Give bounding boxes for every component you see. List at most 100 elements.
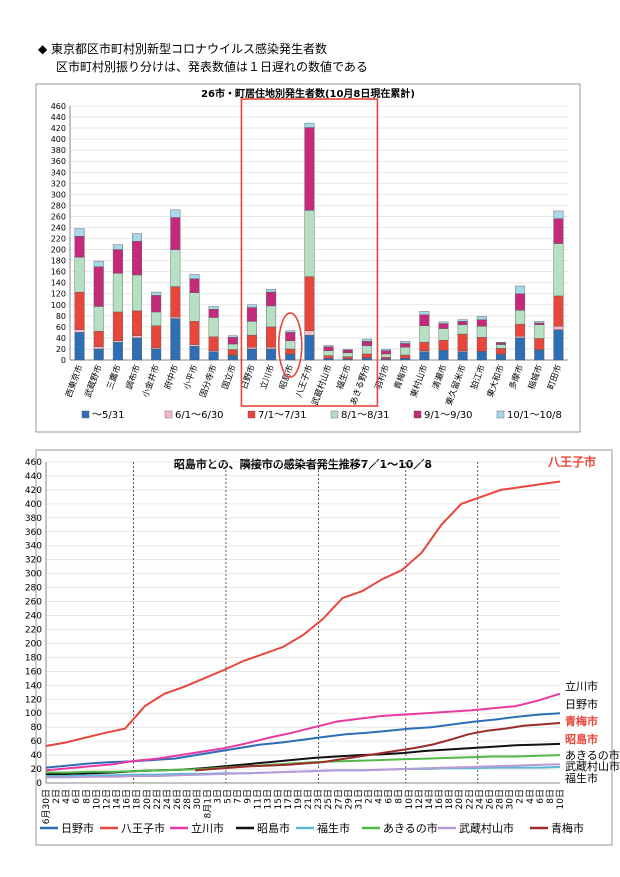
x-tick-label: 26日 xyxy=(172,789,183,809)
y-tick-label: 420 xyxy=(51,124,66,133)
y-tick-label: 260 xyxy=(25,598,42,608)
y-tick-label: 20 xyxy=(31,765,43,775)
y-tick-label: 340 xyxy=(25,542,42,552)
x-tick-label: 24日 xyxy=(162,789,173,809)
x-tick-label: 12日 xyxy=(101,789,112,809)
bar-segment xyxy=(132,233,143,242)
x-tick-label: 31日 xyxy=(353,789,364,809)
series-end-label: 昭島市 xyxy=(565,732,598,746)
y-tick-label: 20 xyxy=(56,345,66,354)
x-tick-label: 2日 xyxy=(51,789,62,804)
legend-swatch xyxy=(164,410,173,419)
y-tick-label: 160 xyxy=(51,268,66,277)
x-tick-label: 9日 xyxy=(243,789,254,804)
x-tick-label: 21日 xyxy=(303,789,314,809)
y-tick-label: 160 xyxy=(25,667,42,677)
y-tick-label: 440 xyxy=(51,113,66,122)
chart-frame xyxy=(35,83,581,433)
x-tick-label: 10日 xyxy=(555,789,566,809)
legend-label: あきるの市 xyxy=(383,821,438,835)
y-tick-label: 320 xyxy=(51,179,66,188)
x-tick-label: 13日 xyxy=(263,789,274,809)
legend-label: 昭島市 xyxy=(257,821,290,835)
y-tick-label: 220 xyxy=(51,235,66,244)
x-tick-label: 6月30日 xyxy=(41,789,52,824)
y-tick-label: 320 xyxy=(25,556,42,566)
x-tick-label: 8日 xyxy=(81,789,92,804)
x-tick-label: 11日 xyxy=(253,789,264,809)
x-tick-label: 23日 xyxy=(313,789,324,809)
x-tick-label: 10日 xyxy=(404,789,415,809)
x-tick-label: 4日 xyxy=(374,789,385,804)
y-tick-label: 80 xyxy=(56,312,66,321)
legend-label: 6/1～6/30 xyxy=(175,410,224,421)
x-tick-label: 17日 xyxy=(283,789,294,809)
chart-frame xyxy=(35,449,613,846)
bar-segment xyxy=(170,209,181,218)
series-end-label: あきるの市 xyxy=(565,748,620,762)
legend-label: 8/1～8/31 xyxy=(341,410,390,421)
legend-label: 八王子市 xyxy=(121,821,165,835)
bar-segment xyxy=(208,306,219,310)
x-tick-label: 22日 xyxy=(464,789,475,809)
x-tick-label: 4日 xyxy=(525,789,536,804)
x-tick-label: 15日 xyxy=(273,789,284,809)
y-tick-label: 240 xyxy=(51,223,66,232)
bar-segment xyxy=(246,304,257,308)
bar-segment xyxy=(515,285,526,294)
x-tick-label: 14日 xyxy=(112,789,123,809)
x-tick-label: 8日 xyxy=(545,789,556,804)
x-tick-label: 6日 xyxy=(384,789,395,804)
y-tick-label: 0 xyxy=(36,779,42,789)
y-tick-label: 400 xyxy=(51,135,66,144)
bar-segment xyxy=(112,244,123,250)
x-tick-label: 30日 xyxy=(505,789,516,809)
x-tick-label: 8月1日 xyxy=(202,789,213,818)
y-tick-label: 140 xyxy=(25,681,42,691)
x-tick-label: 26日 xyxy=(484,789,495,809)
x-tick-label: 3日 xyxy=(212,789,223,804)
series-line xyxy=(46,763,561,779)
bar-segment xyxy=(74,228,85,237)
y-tick-label: 180 xyxy=(25,653,42,663)
x-tick-label: 7日 xyxy=(232,789,243,804)
chart-title: 26市・町居住地別発生者数(10月8日現在累計) xyxy=(201,87,415,100)
x-tick-label: 30日 xyxy=(192,789,203,809)
y-tick-label: 100 xyxy=(51,301,66,310)
bar-segment xyxy=(438,321,449,324)
x-tick-label: 20日 xyxy=(142,789,153,809)
x-tick-label: 29日 xyxy=(343,789,354,809)
legend-swatch xyxy=(496,410,505,419)
chart-title: 昭島市との、隣接市の感染者発生推移7／1～10／8 xyxy=(174,457,432,471)
series-line xyxy=(45,692,561,772)
page-heading: ◆ 東京都区市町村別新型コロナウイルス感染発生者数 xyxy=(38,42,328,56)
y-tick-label: 80 xyxy=(31,723,43,733)
bar-segment xyxy=(419,311,430,315)
x-tick-label: 22日 xyxy=(152,789,163,809)
legend-label: 9/1～9/30 xyxy=(424,410,473,421)
bar-segment xyxy=(495,342,506,344)
series-end-label: 福生市 xyxy=(565,771,598,785)
y-tick-label: 40 xyxy=(31,751,43,761)
legend-swatch xyxy=(81,410,90,419)
x-tick-label: 6日 xyxy=(71,789,82,804)
bar-segment xyxy=(285,330,296,333)
y-tick-label: 340 xyxy=(51,168,66,177)
y-tick-label: 0 xyxy=(61,356,66,365)
stacked-bar-chart: 26市・町居住地別発生者数(10月8日現在累計) 0 20 40 60 80 100 120 1… xyxy=(35,83,581,433)
x-tick-label: 27日 xyxy=(333,789,344,809)
x-tick-label: 16日 xyxy=(434,789,445,809)
bar-segment xyxy=(151,291,162,296)
y-tick-label: 120 xyxy=(25,695,42,705)
x-tick-label: 18日 xyxy=(132,789,143,809)
y-tick-label: 60 xyxy=(56,323,66,332)
x-tick-label: 2日 xyxy=(515,789,526,804)
x-tick-label: 6日 xyxy=(535,789,546,804)
x-tick-label: 24日 xyxy=(474,789,485,809)
y-tick-label: 240 xyxy=(25,612,42,622)
legend-label: 武蔵村山市 xyxy=(459,821,514,835)
y-tick-label: 460 xyxy=(25,458,42,468)
y-tick-label: 280 xyxy=(25,584,42,594)
y-tick-label: 120 xyxy=(51,290,66,299)
x-tick-label: 28日 xyxy=(182,789,193,809)
